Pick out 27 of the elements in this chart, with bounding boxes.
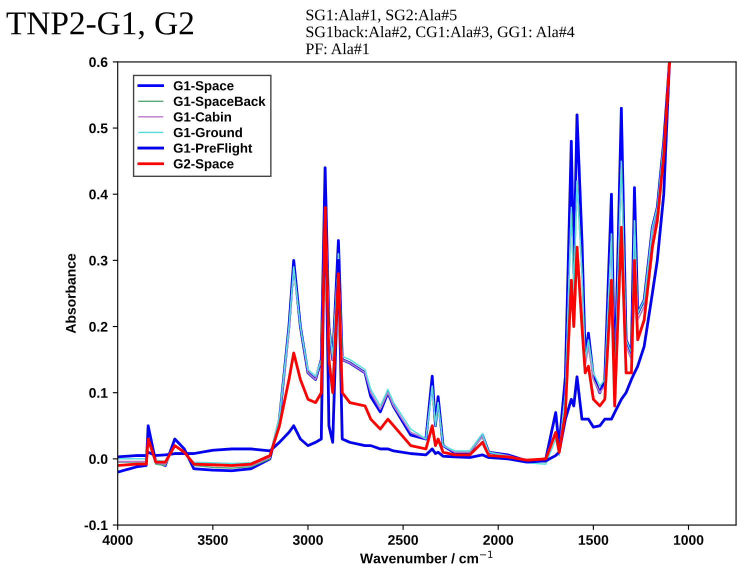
x-tick-label: 2500 [388,535,418,545]
y-axis-title: Absorbance [66,254,76,334]
legend-label: G1-Space [174,81,234,94]
text: SG1back:Ala#2, CG1:Ala#3, GG1: Ala#4 [306,26,574,40]
text: SG1:Ala#1, SG2:Ala#5 [306,9,457,23]
x-tick-label: 1000 [674,535,704,545]
legend-label: G2-Space [174,159,234,172]
legend-label: G1-SpaceBack [174,96,266,109]
y-tick-label: 0.6 [89,57,108,68]
y-tick-label: 0.3 [89,256,108,266]
y-tick-label: 0.5 [89,123,108,134]
y-tick-label: -0.1 [84,520,108,530]
x-tick-label: 2000 [483,535,514,545]
legend-label: G1-Cabin [174,112,231,122]
x-tick-label: 3500 [198,535,228,545]
x-tick-label: 1500 [578,535,608,545]
text: PF: Ala#1 [306,42,369,54]
y-tick-label: 0.1 [89,388,108,398]
x-axis-title: Wavenumber / cm$^{−1}$ [360,550,492,564]
chart-title: TNP2-G1, G2 [6,12,194,40]
legend-label: G1-Ground [174,128,242,138]
x-tick-label: 4000 [102,535,133,545]
y-tick-label: 0.0 [89,454,108,464]
x-tick-label: 3000 [292,535,323,545]
legend-label: G1-PreFlight [174,143,252,156]
y-tick-label: 0.2 [89,322,108,332]
y-tick-label: 0.4 [89,190,108,200]
